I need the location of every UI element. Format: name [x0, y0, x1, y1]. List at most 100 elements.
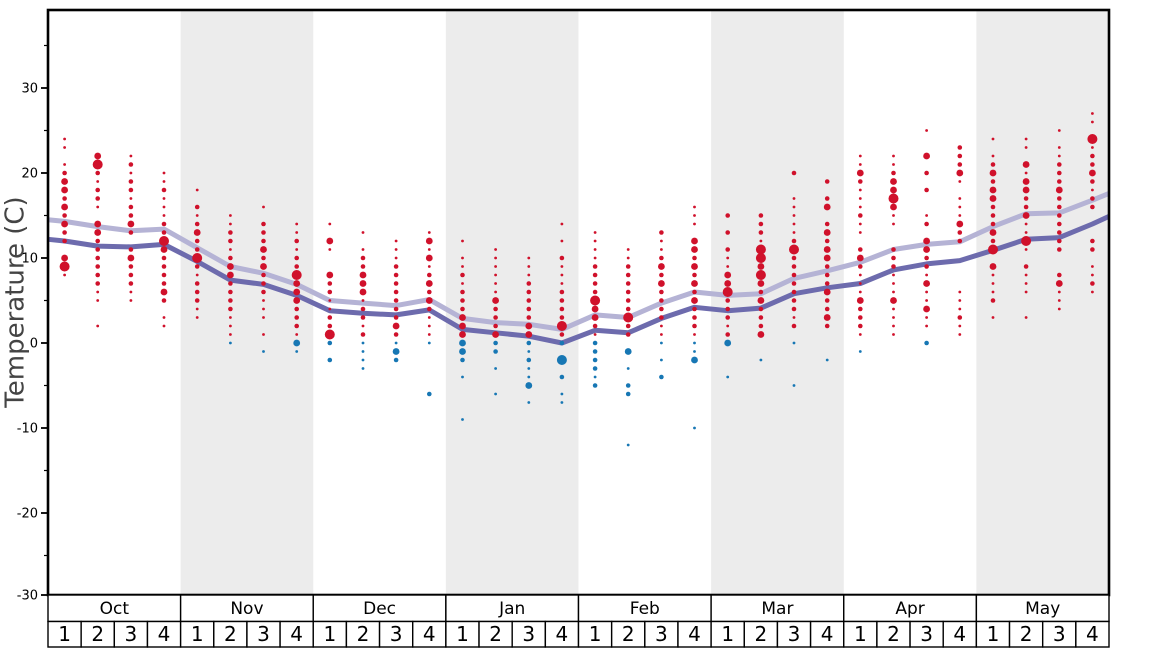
temp-dot: [194, 204, 200, 210]
temp-dot: [824, 221, 830, 227]
temp-dot: [62, 238, 67, 244]
temp-dot: [692, 323, 697, 329]
temp-dot: [593, 375, 597, 379]
temp-dot: [460, 272, 465, 278]
temp-dot: [493, 323, 498, 329]
temp-dot: [858, 163, 862, 166]
temp-dot: [360, 306, 366, 312]
week-label: 4: [953, 622, 966, 646]
temp-dot: [262, 350, 265, 353]
temp-dot: [95, 281, 100, 286]
temp-dot: [957, 153, 963, 159]
temp-dot: [328, 307, 332, 311]
temp-dot: [228, 289, 233, 295]
temp-dot: [791, 255, 797, 261]
temp-dot: [658, 263, 665, 270]
temp-dot: [858, 315, 863, 320]
temp-dot: [692, 315, 697, 320]
temp-dot: [1024, 231, 1028, 234]
temp-dot: [527, 350, 531, 353]
average-min-temperature-line: [47, 214, 1111, 346]
temp-dot: [724, 339, 732, 347]
week-dot-column: [92, 152, 103, 328]
temp-dot: [989, 229, 997, 236]
temp-dot: [991, 282, 995, 285]
temp-dot: [559, 340, 565, 346]
temp-dot: [559, 315, 565, 320]
temp-dot: [923, 152, 930, 160]
temp-dot: [958, 324, 962, 328]
temp-dot: [892, 290, 895, 294]
temp-dot: [162, 171, 166, 175]
temp-dot: [1057, 299, 1061, 302]
temp-dot: [888, 193, 899, 204]
temp-dot: [592, 281, 598, 286]
temp-dot: [63, 137, 66, 141]
temp-dot: [262, 205, 265, 209]
temp-dot: [823, 314, 831, 321]
temp-dot: [161, 281, 167, 286]
week-label: 1: [58, 622, 71, 646]
week-label: 3: [125, 622, 138, 646]
temp-dot: [161, 264, 167, 269]
temp-dot: [61, 220, 68, 228]
temp-dot: [693, 350, 696, 353]
temp-dot: [361, 324, 365, 328]
month-label: Dec: [363, 599, 396, 619]
temp-dot: [660, 341, 663, 345]
temp-dot: [1021, 236, 1032, 246]
week-dot-column: [1087, 112, 1098, 294]
week-label: 3: [390, 622, 403, 646]
temp-dot: [127, 254, 135, 262]
temp-dot: [228, 255, 233, 261]
week-dot-column: [755, 213, 766, 362]
week-label: 3: [1053, 622, 1066, 646]
temp-dot: [693, 426, 696, 430]
temp-dot: [1057, 307, 1061, 311]
temp-dot: [493, 315, 498, 320]
week-label: 1: [987, 622, 1000, 646]
month-label: May: [1025, 599, 1060, 619]
temp-dot: [1090, 238, 1095, 244]
temp-dot: [59, 261, 70, 272]
temp-dot: [892, 307, 895, 311]
week-cell: [544, 620, 580, 648]
temp-dot: [892, 282, 895, 285]
temp-dot: [326, 271, 334, 279]
temp-dot: [96, 290, 100, 294]
temp-dot: [162, 324, 166, 328]
temp-dot: [724, 280, 732, 287]
temp-dot: [856, 297, 864, 304]
temp-dot: [592, 340, 598, 346]
temp-dot: [328, 222, 332, 226]
temp-dot: [262, 316, 265, 319]
temp-dot: [359, 280, 367, 287]
temp-dot: [591, 314, 599, 321]
temp-dot: [526, 306, 532, 312]
week-dot-column: [722, 213, 733, 379]
month-label: Feb: [630, 599, 660, 619]
temp-dot: [925, 299, 928, 302]
temp-dot: [625, 323, 631, 329]
temp-dot: [459, 339, 466, 347]
temp-dot: [625, 264, 631, 269]
temp-dot: [755, 244, 766, 255]
week-cell: [644, 620, 679, 648]
temp-dot: [791, 281, 797, 286]
temp-dot: [1091, 265, 1094, 268]
temp-dot: [128, 247, 134, 252]
temp-dot: [427, 391, 432, 397]
temp-dot: [725, 315, 730, 320]
temp-dot: [94, 229, 102, 236]
temp-dot: [659, 289, 664, 295]
temp-dot: [261, 281, 266, 286]
temp-dot: [625, 289, 631, 295]
temp-dot: [1091, 273, 1094, 277]
temp-dot: [791, 170, 797, 176]
week-label: 3: [257, 622, 270, 646]
temp-dot: [162, 197, 166, 200]
temp-dot: [1057, 247, 1062, 252]
week-label: 3: [522, 622, 535, 646]
temp-dot: [1057, 129, 1061, 132]
